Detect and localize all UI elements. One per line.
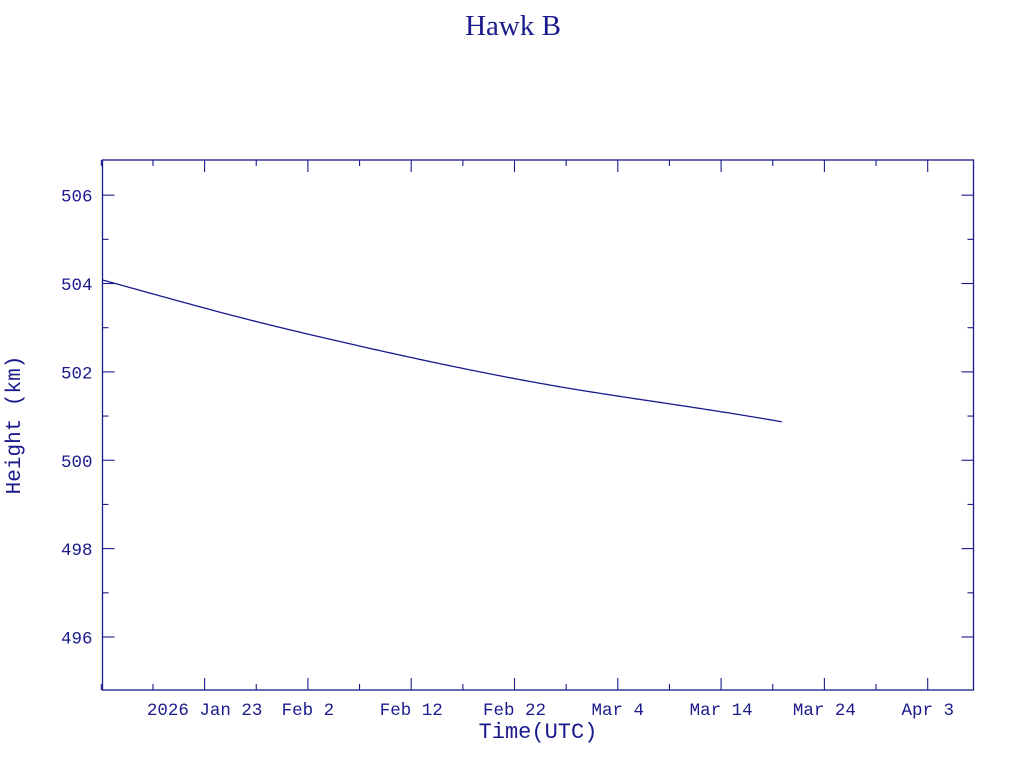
svg-text:502: 502	[61, 364, 93, 384]
svg-text:496: 496	[61, 629, 93, 649]
svg-text:2026 Jan 23: 2026 Jan 23	[147, 701, 263, 721]
svg-text:Time(UTC): Time(UTC)	[479, 720, 598, 745]
svg-text:Hawk B: Hawk B	[465, 10, 561, 42]
svg-text:504: 504	[61, 276, 93, 296]
svg-text:Feb 2: Feb 2	[282, 701, 335, 721]
svg-text:500: 500	[61, 453, 93, 473]
svg-text:Mar 14: Mar 14	[690, 701, 753, 721]
svg-text:Apr 3: Apr 3	[901, 701, 954, 721]
svg-text:Feb 22: Feb 22	[483, 701, 546, 721]
svg-text:Height (km): Height (km)	[4, 356, 27, 495]
svg-text:506: 506	[61, 188, 93, 208]
svg-text:Mar 24: Mar 24	[793, 701, 856, 721]
svg-text:Mar 4: Mar 4	[592, 701, 645, 721]
svg-text:498: 498	[61, 541, 93, 561]
svg-text:Feb 12: Feb 12	[380, 701, 443, 721]
